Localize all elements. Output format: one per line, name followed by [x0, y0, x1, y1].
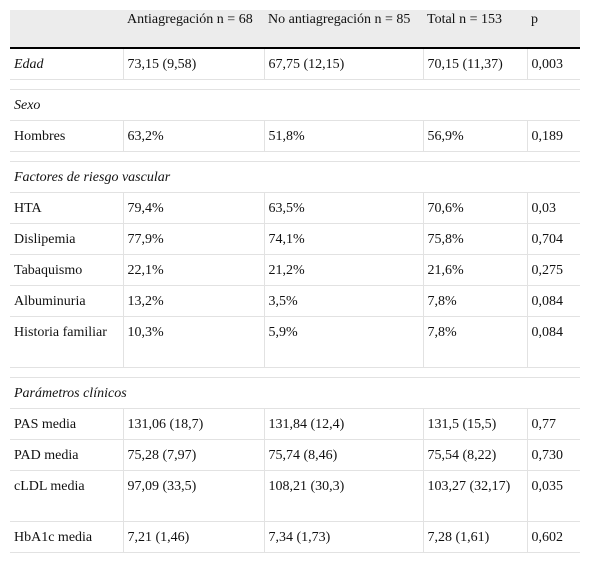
- table-row: Edad 73,15 (9,58) 67,75 (12,15) 70,15 (11,3…: [10, 48, 580, 80]
- cell-p-value: 0,275: [527, 254, 580, 286]
- cell-no-antiagregacion: 74,1%: [264, 223, 424, 255]
- cell-antiagregacion: 63,2%: [123, 120, 265, 152]
- cell-p-value: 0,035: [527, 470, 580, 522]
- row-label: HTA: [10, 192, 124, 224]
- cell-total: 7,8%: [423, 285, 528, 317]
- row-label: Albuminuria: [10, 285, 124, 317]
- cell-total: 75,54 (8,22): [423, 439, 528, 471]
- cell-antiagregacion: 75,28 (7,97): [123, 439, 265, 471]
- cell-antiagregacion: 7,21 (1,46): [123, 521, 265, 553]
- spacer-cell: [10, 367, 580, 378]
- cell-total: 7,8%: [423, 316, 528, 368]
- table-row: cLDL media 97,09 (33,5) 108,21 (30,3) 103,2…: [10, 470, 580, 522]
- cell-no-antiagregacion: 131,84 (12,4): [264, 408, 424, 440]
- cell-p-value: 0,602: [527, 521, 580, 553]
- spacer-row: [10, 151, 580, 162]
- cell-p-value: 0,03: [527, 192, 580, 224]
- cell-p-value: 0,77: [527, 408, 580, 440]
- table-row: Tabaquismo 22,1% 21,2% 21,6% 0,275: [10, 254, 580, 286]
- row-label: PAD media: [10, 439, 124, 471]
- section-label: Sexo: [10, 89, 580, 121]
- cell-no-antiagregacion: 3,5%: [264, 285, 424, 317]
- cell-antiagregacion: 13,2%: [123, 285, 265, 317]
- table-body: Edad 73,15 (9,58) 67,75 (12,15) 70,15 (11,3…: [10, 48, 580, 553]
- row-label: Edad: [10, 48, 124, 80]
- cell-no-antiagregacion: 7,34 (1,73): [264, 521, 424, 553]
- table-row: PAD media 75,28 (7,97) 75,74 (8,46) 75,54 (…: [10, 439, 580, 471]
- section-row: Factores de riesgo vascular: [10, 161, 580, 193]
- cell-antiagregacion: 77,9%: [123, 223, 265, 255]
- spacer-cell: [10, 151, 580, 162]
- header-cell-antiagregacion: Antiagregación n = 68: [123, 10, 264, 49]
- cell-antiagregacion: 73,15 (9,58): [123, 48, 265, 80]
- cell-p-value: 0,003: [527, 48, 580, 80]
- cell-p-value: 0,084: [527, 285, 580, 317]
- spacer-row: [10, 79, 580, 90]
- table-container: Antiagregación n = 68 No antiagregación …: [10, 10, 580, 553]
- cell-antiagregacion: 10,3%: [123, 316, 265, 368]
- cell-no-antiagregacion: 67,75 (12,15): [264, 48, 424, 80]
- table-row: Historia familiar 10,3% 5,9% 7,8% 0,084: [10, 316, 580, 368]
- cell-p-value: 0,730: [527, 439, 580, 471]
- section-row: Sexo: [10, 89, 580, 121]
- cell-antiagregacion: 79,4%: [123, 192, 265, 224]
- table-row: PAS media 131,06 (18,7) 131,84 (12,4) 131,5…: [10, 408, 580, 440]
- cell-antiagregacion: 22,1%: [123, 254, 265, 286]
- spacer-cell: [10, 79, 580, 90]
- cell-no-antiagregacion: 75,74 (8,46): [264, 439, 424, 471]
- table-row: HbA1c media 7,21 (1,46) 7,34 (1,73) 7,28 (1…: [10, 521, 580, 553]
- cell-total: 70,15 (11,37): [423, 48, 528, 80]
- cell-total: 21,6%: [423, 254, 528, 286]
- section-label: Parámetros clínicos: [10, 377, 580, 409]
- cell-total: 56,9%: [423, 120, 528, 152]
- cell-total: 103,27 (32,17): [423, 470, 528, 522]
- results-table: Antiagregación n = 68 No antiagregación …: [10, 10, 580, 553]
- cell-total: 7,28 (1,61): [423, 521, 528, 553]
- table-row: HTA 79,4% 63,5% 70,6% 0,03: [10, 192, 580, 224]
- row-label: cLDL media: [10, 470, 124, 522]
- row-label: Historia familiar: [10, 316, 124, 368]
- cell-no-antiagregacion: 51,8%: [264, 120, 424, 152]
- header-cell-total: Total n = 153: [423, 10, 527, 49]
- cell-no-antiagregacion: 63,5%: [264, 192, 424, 224]
- table-row: Albuminuria 13,2% 3,5% 7,8% 0,084: [10, 285, 580, 317]
- cell-total: 75,8%: [423, 223, 528, 255]
- table-row: Dislipemia 77,9% 74,1% 75,8% 0,704: [10, 223, 580, 255]
- table-row: Hombres 63,2% 51,8% 56,9% 0,189: [10, 120, 580, 152]
- section-label: Factores de riesgo vascular: [10, 161, 580, 193]
- section-row: Parámetros clínicos: [10, 377, 580, 409]
- header-cell-p: p: [527, 10, 580, 49]
- table-header: Antiagregación n = 68 No antiagregación …: [10, 10, 580, 49]
- cell-p-value: 0,189: [527, 120, 580, 152]
- cell-p-value: 0,704: [527, 223, 580, 255]
- cell-antiagregacion: 131,06 (18,7): [123, 408, 265, 440]
- spacer-row: [10, 367, 580, 378]
- cell-no-antiagregacion: 21,2%: [264, 254, 424, 286]
- cell-antiagregacion: 97,09 (33,5): [123, 470, 265, 522]
- row-label: Tabaquismo: [10, 254, 124, 286]
- row-label: HbA1c media: [10, 521, 124, 553]
- row-label: Hombres: [10, 120, 124, 152]
- row-label: PAS media: [10, 408, 124, 440]
- header-row: Antiagregación n = 68 No antiagregación …: [10, 10, 580, 49]
- cell-p-value: 0,084: [527, 316, 580, 368]
- header-cell-no-antiagregacion: No antiagregación n = 85: [264, 10, 423, 49]
- row-label: Dislipemia: [10, 223, 124, 255]
- cell-total: 70,6%: [423, 192, 528, 224]
- cell-total: 131,5 (15,5): [423, 408, 528, 440]
- cell-no-antiagregacion: 108,21 (30,3): [264, 470, 424, 522]
- header-cell-blank: [10, 10, 123, 49]
- cell-no-antiagregacion: 5,9%: [264, 316, 424, 368]
